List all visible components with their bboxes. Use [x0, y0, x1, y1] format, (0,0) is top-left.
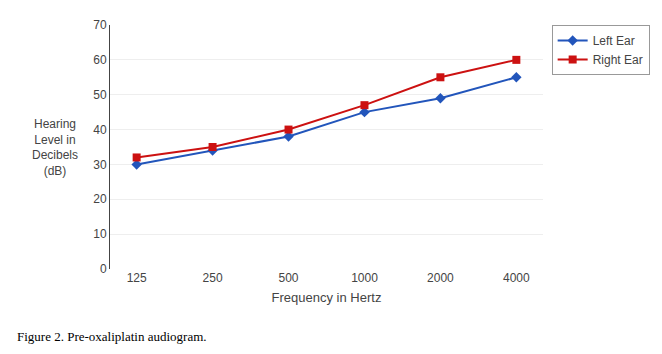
svg-text:250: 250	[203, 271, 223, 285]
svg-text:1000: 1000	[351, 271, 378, 285]
svg-text:4000: 4000	[503, 271, 530, 285]
svg-text:60: 60	[93, 53, 107, 67]
svg-text:30: 30	[93, 158, 107, 172]
svg-text:Figure 2. Pre-oxaliplatin audi: Figure 2. Pre-oxaliplatin audiogram.	[17, 329, 207, 344]
svg-text:10: 10	[93, 227, 107, 241]
svg-text:Left Ear: Left Ear	[593, 34, 635, 48]
svg-text:40: 40	[93, 123, 107, 137]
svg-text:Right Ear: Right Ear	[593, 53, 643, 67]
svg-text:500: 500	[279, 271, 299, 285]
svg-text:2000: 2000	[427, 271, 454, 285]
svg-text:70: 70	[93, 18, 107, 32]
svg-text:Frequency in Hertz: Frequency in Hertz	[272, 290, 382, 305]
svg-text:20: 20	[93, 192, 107, 206]
svg-text:125: 125	[127, 271, 147, 285]
svg-text:0: 0	[100, 262, 107, 276]
svg-text:50: 50	[93, 88, 107, 102]
svg-text:HearingLevel inDecibels(dB): HearingLevel inDecibels(dB)	[32, 117, 78, 178]
